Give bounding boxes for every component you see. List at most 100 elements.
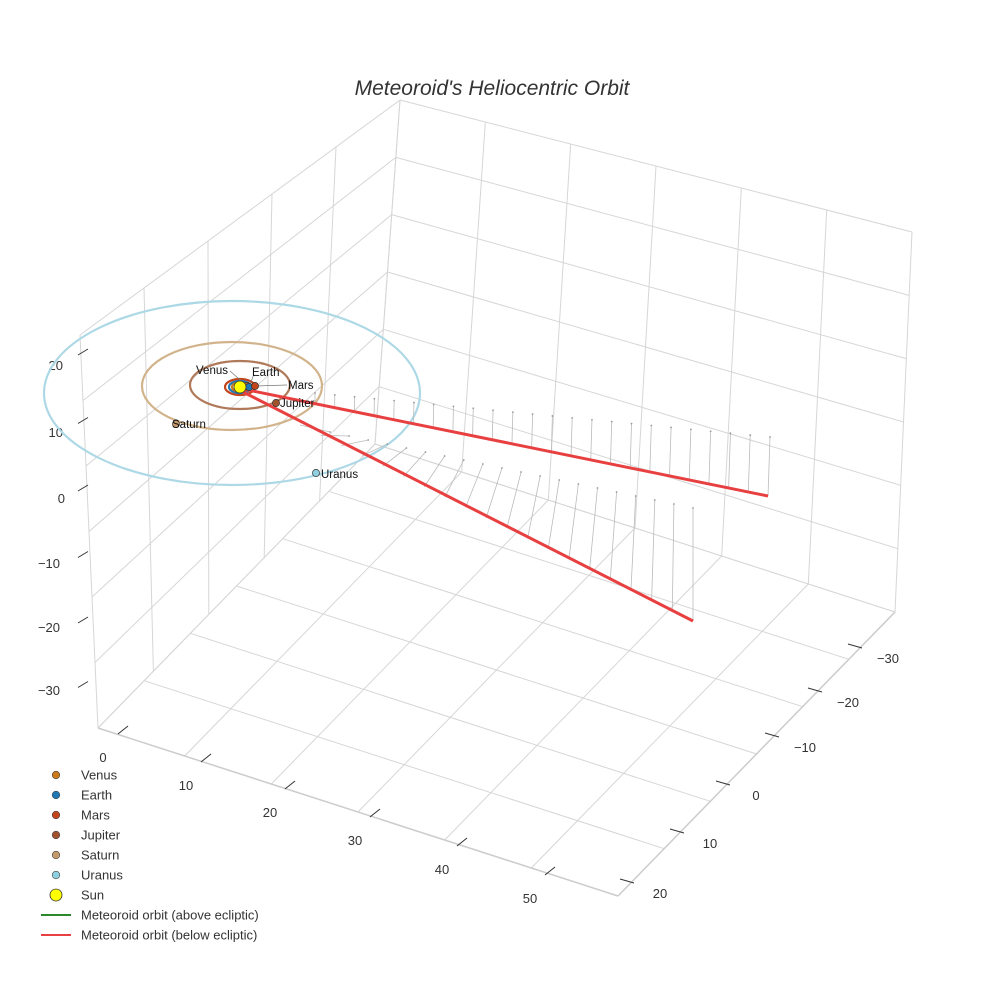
- upper-path-stem-dot: [729, 432, 732, 435]
- lower-path-stem-dot: [520, 471, 522, 473]
- lower-path-stem-dot: [653, 499, 656, 501]
- legend-label: Meteoroid orbit (above ecliptic): [81, 908, 259, 923]
- legend-item[interactable]: Meteoroid orbit (below ecliptic): [41, 928, 257, 943]
- y-tick-mark: [669, 828, 685, 834]
- lower-path-stem: [423, 455, 445, 488]
- lower-path-stem: [589, 487, 598, 570]
- lower-path-stem: [671, 503, 675, 611]
- upper-path-stem: [550, 415, 553, 453]
- lower-path-stem-dot: [539, 475, 542, 477]
- grid: [79, 99, 913, 897]
- z-tick-mark: [77, 681, 89, 688]
- z-tick-label: −20: [38, 620, 60, 635]
- y-tick-label: −30: [877, 651, 899, 666]
- lower-path-stem-dot: [443, 455, 446, 457]
- lower-path-stem: [527, 475, 541, 539]
- legend-label: Sun: [81, 888, 104, 903]
- upper-path-stem-dot: [413, 401, 415, 404]
- legend-item[interactable]: Earth: [51, 788, 112, 803]
- lower-path-stem-dot: [348, 435, 351, 437]
- lower-path-stem-dot: [634, 495, 637, 497]
- floor-gridline: [144, 680, 665, 850]
- upper-path-stem-dot: [709, 430, 712, 433]
- y-tick-label: −10: [794, 740, 816, 755]
- x-tick-label: 20: [263, 805, 277, 820]
- sun-marker: [233, 380, 247, 394]
- upper-path-stem-dot: [689, 428, 692, 431]
- y-tick-label: 10: [703, 836, 717, 851]
- upper-path-stem-dot: [373, 397, 376, 400]
- upper-path-stem-dot: [610, 420, 613, 423]
- upper-path-stem: [432, 404, 435, 429]
- upper-path-stem-dot: [571, 416, 574, 419]
- legend-item[interactable]: Mars: [51, 808, 110, 823]
- z-tick-label: −30: [38, 683, 60, 698]
- upper-path-stem-dot: [452, 405, 455, 408]
- saturn-legend-marker: [51, 850, 61, 860]
- data-marks: Venus Earth Mars Jupiter Saturn Uranus: [42, 299, 771, 623]
- left-wall-gridline: [94, 386, 380, 663]
- legend-label: Earth: [81, 788, 112, 803]
- z-tick-label: 0: [58, 491, 65, 506]
- upper-path-stem-dot: [432, 403, 435, 406]
- lower-path-stem: [609, 491, 617, 580]
- floor-gridline: [282, 538, 803, 708]
- y-tick-mark: [807, 687, 823, 693]
- back-wall-gridline: [379, 386, 898, 550]
- left-wall-gridline: [91, 328, 384, 598]
- meteoroid-orbit-line: [242, 387, 769, 498]
- lower-path-stem: [568, 483, 579, 560]
- venus-legend-marker: [51, 770, 61, 780]
- upper-path-stem: [610, 421, 613, 465]
- x-tick-label: 0: [99, 750, 106, 765]
- upper-path-stem-dot: [630, 422, 633, 425]
- upper-path-stem-dot: [769, 436, 771, 438]
- back-wall-gridline: [395, 156, 910, 296]
- upper-path-stem: [472, 408, 474, 437]
- lower-path-stem-dot: [596, 487, 599, 489]
- lower-path-stem-dot: [672, 503, 675, 505]
- legend-item[interactable]: Jupiter: [51, 828, 121, 843]
- upper-path-stem: [491, 410, 494, 441]
- lower-path-stem-dot: [405, 447, 408, 449]
- floor-gridline: [236, 585, 757, 755]
- legend-item[interactable]: Sun: [49, 888, 104, 903]
- left-wall-gridline: [82, 156, 397, 401]
- x-tick-mark: [544, 866, 556, 876]
- chart-title: Meteoroid's Heliocentric Orbit: [355, 77, 631, 100]
- uranus-legend-marker: [51, 870, 61, 880]
- left-wall-gridline: [85, 214, 392, 467]
- upper-path-stem-dot: [472, 407, 475, 410]
- legend-item[interactable]: Saturn: [51, 848, 119, 863]
- earth-label: Earth: [252, 367, 280, 379]
- sun-legend-marker: [49, 888, 63, 902]
- lower-path-stem-dot: [615, 491, 618, 493]
- z-tick-label: 20: [49, 358, 63, 373]
- legend-item[interactable]: Uranus: [51, 868, 123, 883]
- earth-legend-marker: [51, 790, 61, 800]
- lower-path-stem: [444, 459, 465, 498]
- jupiter-label: Jupiter: [280, 398, 315, 410]
- z-tick-mark: [77, 616, 89, 624]
- x-tick-label: 40: [435, 862, 449, 877]
- venus-label: Venus: [196, 365, 228, 377]
- upper-path-stem-dot: [551, 415, 554, 417]
- upper-path-stem: [669, 427, 672, 477]
- x-tick-mark: [369, 808, 381, 818]
- y-tick-label: 20: [653, 886, 667, 901]
- y-tick-mark: [764, 732, 780, 738]
- upper-path-stem-dot: [314, 392, 316, 394]
- legend: Venus Earth Mars Jupiter Saturn Uranus Sun Mete…: [41, 768, 259, 943]
- lower-path-stem-dot: [462, 459, 465, 461]
- lower-path-stem: [547, 479, 560, 549]
- y-tick-mark: [847, 643, 863, 649]
- upper-path-stem-dot: [393, 399, 396, 402]
- upper-path-stem: [649, 425, 652, 473]
- jupiter-orbit: [188, 359, 292, 411]
- legend-item[interactable]: Venus: [51, 768, 118, 783]
- lower-path-stem-dot: [386, 443, 389, 445]
- upper-path-stem: [452, 406, 454, 433]
- legend-item[interactable]: Meteoroid orbit (above ecliptic): [41, 908, 259, 923]
